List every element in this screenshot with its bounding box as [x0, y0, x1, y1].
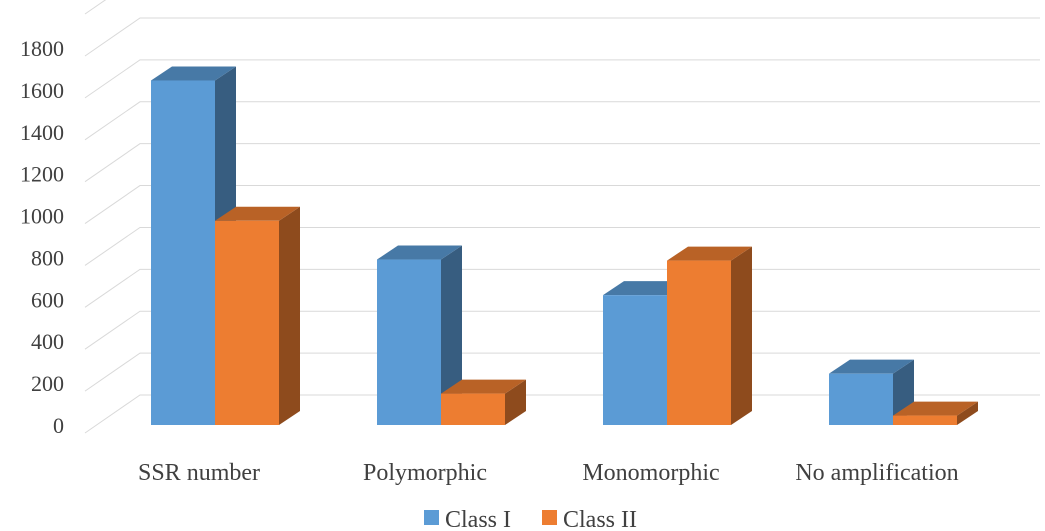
bars: [151, 66, 978, 425]
bar-top-face: [829, 359, 914, 374]
y-tick-label: 600: [31, 287, 64, 312]
bar-front-face: [377, 259, 441, 425]
y-tick-label: 1200: [20, 162, 64, 187]
y-tick-label: 1400: [20, 120, 64, 145]
bar-side-face: [441, 245, 462, 425]
legend-swatch-class-i: [424, 510, 439, 525]
bar-side-face: [731, 246, 752, 425]
bar-front-face: [441, 393, 505, 425]
bar-front-face: [667, 260, 731, 425]
bar-front-face: [151, 80, 215, 425]
x-category-label: Monomorphic: [582, 460, 719, 486]
gridline: [84, 143, 1040, 183]
y-tick-label: 1800: [20, 36, 64, 61]
x-category-label: No amplification: [795, 460, 958, 486]
legend-label-class-ii: Class II: [563, 507, 637, 531]
bar-front-face: [893, 415, 957, 425]
bar-side-face: [505, 379, 526, 425]
gridline: [84, 17, 1040, 57]
bar-class-ii-monomorphic: [667, 246, 752, 425]
y-tick-label: 0: [53, 413, 64, 438]
bar-front-face: [603, 295, 667, 425]
x-category-label: Polymorphic: [363, 460, 487, 486]
bar-top-face: [215, 206, 300, 221]
bar-top-face: [667, 246, 752, 261]
bar-class-i-no-amplification: [829, 359, 914, 425]
legend-label-class-i: Class I: [445, 507, 511, 531]
bar-top-face: [377, 245, 462, 260]
bar-front-face: [829, 373, 893, 425]
bar-class-ii-ssr-number: [215, 206, 300, 425]
bar-side-face: [279, 206, 300, 425]
gridline: [84, 101, 1040, 141]
y-tick-label: 200: [31, 371, 64, 396]
y-axis-tick-labels: 0 200 400 600 800 1000 1200 1400 1600 1800: [20, 36, 64, 438]
bar-class-i-polymorphic: [377, 245, 462, 425]
gridline: [84, 59, 1040, 99]
y-tick-label: 1600: [20, 78, 64, 103]
x-axis-category-labels: SSR number Polymorphic Monomorphic No ampli…: [138, 460, 959, 486]
y-tick-label: 400: [31, 329, 64, 354]
y-tick-label: 800: [31, 245, 64, 270]
bar-side-face: [957, 401, 978, 425]
bar-top-face: [151, 66, 236, 81]
x-category-label: SSR number: [138, 460, 260, 486]
bar-top-face: [603, 281, 688, 296]
bar-top-face: [441, 379, 526, 394]
bar-class-ii-polymorphic: [441, 379, 526, 425]
gridline: [84, 226, 1040, 266]
gridline: [84, 0, 107, 15]
gridline: [84, 185, 1040, 224]
legend-swatch-class-ii: [542, 510, 557, 525]
bar-class-ii-no-amplification: [893, 401, 978, 425]
bar-top-face: [893, 401, 978, 416]
y-tick-label: 1000: [20, 204, 64, 229]
bar-front-face: [215, 220, 279, 425]
legend: Class I Class II: [424, 507, 637, 531]
gridlines: [84, 0, 1040, 434]
